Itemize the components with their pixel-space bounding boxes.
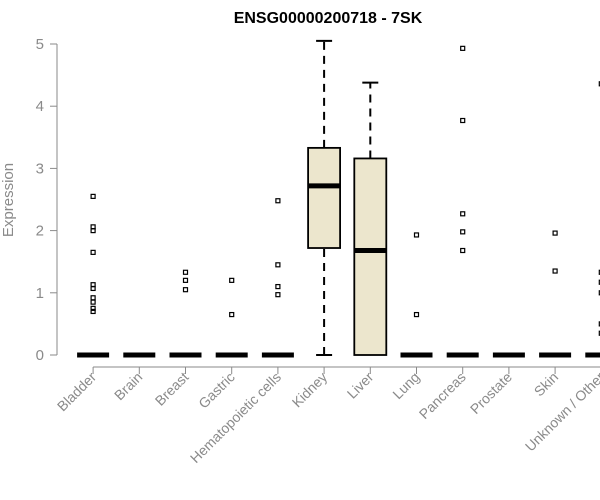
chart-title: ENSG00000200718 - 7SK: [234, 10, 423, 27]
outlier-point: [460, 247, 466, 254]
y-tick-label: 5: [36, 36, 44, 53]
outlier-point: [90, 305, 96, 311]
outlier-point: [460, 229, 466, 235]
outlier-point: [229, 277, 235, 283]
x-tick-label: Hematopoietic cells: [187, 369, 284, 466]
iqr-box: [353, 157, 388, 356]
y-axis-label: Expression: [0, 163, 17, 237]
x-tick-label: Unknown / Other: [522, 369, 600, 455]
x-tick-label: Lung: [389, 369, 422, 402]
box-hematopoietic-cells: [261, 198, 294, 358]
outlier-point: [182, 269, 189, 275]
outlier-point: [90, 299, 96, 305]
outlier-point: [90, 282, 96, 288]
outlier-point: [598, 321, 600, 327]
box-gastric: [215, 277, 248, 358]
outlier-point: [460, 211, 466, 217]
outlier-point: [552, 230, 558, 236]
x-tick-label: Pancreas: [416, 369, 469, 422]
outlier-point: [598, 290, 600, 296]
x-tick-label: Skin: [531, 369, 562, 400]
y-tick-label: 3: [36, 160, 44, 177]
outlier-point: [90, 295, 96, 301]
outlier-point: [90, 193, 96, 199]
outlier-point: [413, 232, 420, 238]
y-axis: 0 1 2 3 4 5: [36, 36, 58, 364]
outlier-point: [598, 279, 600, 285]
outlier-point: [552, 268, 558, 274]
x-tick-label: Breast: [152, 369, 192, 409]
y-tick-label: 1: [36, 285, 44, 302]
box-skin: [539, 230, 572, 358]
box-unknown-other: [585, 81, 600, 358]
box-pancreas: [446, 45, 479, 358]
y-tick-label: 4: [36, 98, 44, 115]
outlier-point: [598, 330, 600, 336]
outlier-point: [460, 45, 466, 51]
x-tick-label: Brain: [111, 369, 145, 403]
outlier-point: [275, 292, 281, 298]
box-bladder: [77, 193, 110, 358]
x-tick-label: Bladder: [54, 369, 100, 415]
outlier-point: [229, 311, 235, 318]
box-liver: [353, 81, 388, 356]
outlier-point: [460, 117, 466, 124]
outlier-point: [275, 262, 281, 268]
box-lung: [400, 232, 433, 358]
iqr-box: [307, 146, 342, 249]
box-breast: [169, 269, 202, 358]
outlier-point: [598, 81, 600, 87]
outlier-point: [413, 311, 420, 318]
y-tick-label: 2: [36, 223, 44, 240]
outlier-point: [275, 198, 281, 204]
outlier-point: [90, 224, 96, 230]
outlier-point: [182, 277, 189, 283]
x-tick-label: Gastric: [195, 369, 238, 412]
box-kidney: [307, 39, 342, 356]
outlier-point: [90, 308, 96, 315]
x-tick-label: Prostate: [467, 369, 515, 417]
plot-area: [77, 39, 600, 358]
outlier-point: [275, 283, 281, 290]
outlier-point: [90, 249, 96, 255]
x-tick-label: Liver: [344, 369, 377, 402]
y-tick-label: 0: [36, 347, 44, 364]
outlier-point: [182, 287, 189, 293]
x-tick-label: Kidney: [289, 369, 331, 411]
outlier-point: [598, 269, 600, 275]
